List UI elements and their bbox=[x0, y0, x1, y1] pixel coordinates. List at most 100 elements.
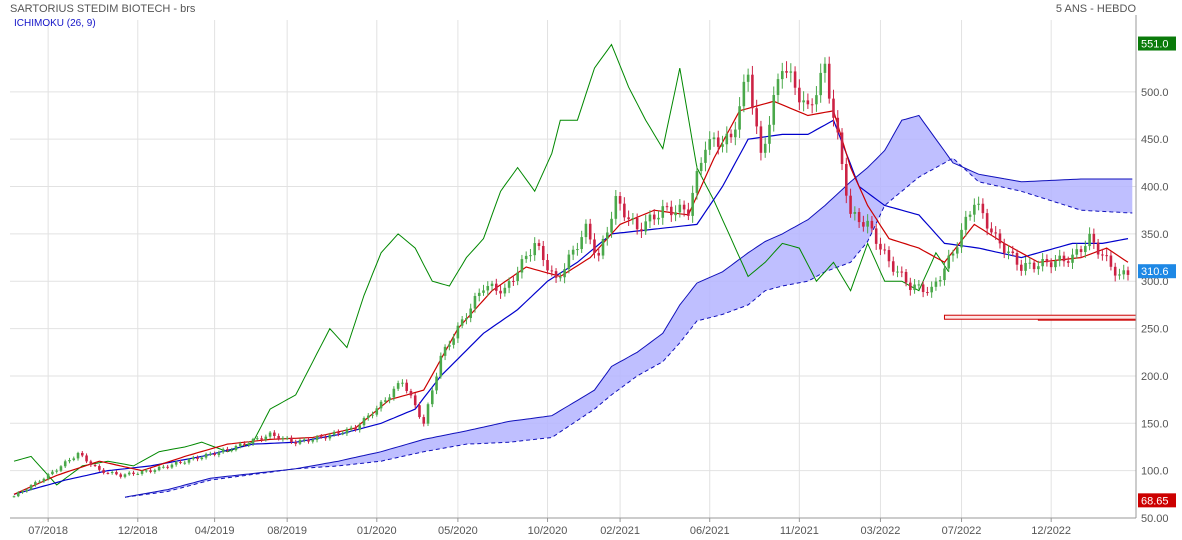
candle-body bbox=[1062, 255, 1066, 262]
candle bbox=[857, 208, 861, 228]
candle-body bbox=[230, 450, 233, 452]
candle-body bbox=[849, 195, 852, 214]
candle bbox=[1096, 238, 1100, 259]
candle-body bbox=[12, 496, 16, 498]
candle-body bbox=[426, 404, 430, 424]
candle-body bbox=[217, 452, 221, 455]
candle-body bbox=[337, 431, 340, 434]
candle bbox=[1101, 248, 1104, 261]
candle-body bbox=[243, 443, 246, 445]
candle bbox=[1015, 249, 1019, 271]
candle bbox=[802, 91, 805, 112]
candle-body bbox=[580, 237, 583, 250]
candle-body bbox=[209, 453, 212, 455]
candle-body bbox=[537, 243, 541, 246]
candle bbox=[226, 446, 229, 453]
candle-body bbox=[315, 436, 319, 440]
candle bbox=[580, 230, 583, 253]
candle-body bbox=[947, 255, 951, 269]
candle bbox=[576, 242, 579, 256]
candle-body bbox=[610, 218, 613, 233]
candle bbox=[247, 441, 251, 448]
candle-body bbox=[153, 470, 157, 472]
y-tick-label: 250.0 bbox=[1141, 324, 1169, 336]
candle-body bbox=[990, 228, 993, 233]
candle-body bbox=[1011, 251, 1015, 254]
candle bbox=[217, 450, 221, 458]
candle-body bbox=[563, 269, 566, 278]
candle bbox=[879, 237, 882, 256]
candle bbox=[670, 200, 673, 222]
chikou-span-line bbox=[13, 43, 950, 486]
candle bbox=[1126, 266, 1130, 281]
candle bbox=[588, 218, 592, 245]
candle bbox=[819, 63, 822, 103]
support-zones bbox=[943, 314, 1137, 321]
candle-body bbox=[251, 439, 255, 444]
candle-body bbox=[827, 63, 831, 99]
candle bbox=[618, 191, 622, 211]
max-price-tag-bg bbox=[1138, 36, 1176, 51]
candle bbox=[793, 66, 797, 96]
candle-body bbox=[51, 471, 54, 475]
candle bbox=[63, 459, 67, 469]
candle-body bbox=[900, 271, 904, 273]
x-tick-label: 07/2018 bbox=[28, 525, 68, 537]
candle bbox=[1088, 227, 1091, 251]
candle bbox=[896, 265, 899, 278]
candle-body bbox=[1054, 260, 1057, 268]
candle bbox=[401, 379, 404, 387]
candle-body bbox=[136, 473, 140, 475]
candle bbox=[862, 215, 865, 232]
candle bbox=[337, 429, 340, 437]
candle bbox=[695, 165, 699, 200]
candle-body bbox=[422, 417, 426, 424]
candle-body bbox=[985, 213, 989, 229]
candle bbox=[716, 130, 720, 155]
candle bbox=[110, 470, 114, 475]
candle bbox=[909, 277, 912, 296]
candle-body bbox=[375, 408, 379, 415]
candle bbox=[900, 266, 904, 278]
candle bbox=[951, 249, 955, 262]
last-price-tag: 310.6 bbox=[1138, 264, 1176, 279]
candle-body bbox=[798, 87, 801, 103]
candle-body bbox=[238, 443, 242, 446]
candle-body bbox=[247, 443, 251, 445]
candle-body bbox=[640, 229, 643, 232]
candle-body bbox=[405, 382, 408, 391]
candle bbox=[904, 269, 908, 287]
candle bbox=[623, 197, 626, 222]
candle-body bbox=[1118, 274, 1121, 276]
candle bbox=[1007, 245, 1010, 260]
candle bbox=[315, 434, 319, 443]
candle-body bbox=[170, 464, 174, 468]
candle-body bbox=[951, 253, 955, 256]
candle-body bbox=[81, 452, 84, 456]
candle-body bbox=[132, 472, 135, 475]
candle bbox=[196, 455, 199, 462]
candle bbox=[610, 211, 613, 238]
candle-body bbox=[119, 474, 122, 477]
candle bbox=[281, 436, 285, 442]
candle-body bbox=[358, 425, 362, 430]
candle bbox=[358, 422, 362, 433]
y-tick-label: 500.0 bbox=[1141, 87, 1169, 99]
candle-body bbox=[1020, 264, 1023, 271]
candle bbox=[1066, 256, 1070, 267]
candle-body bbox=[593, 239, 596, 253]
candle bbox=[140, 469, 144, 476]
candle-body bbox=[631, 218, 635, 220]
candle-body bbox=[913, 284, 916, 291]
candle-body bbox=[1079, 249, 1083, 253]
candle bbox=[507, 277, 511, 294]
candle bbox=[119, 472, 122, 479]
candle bbox=[413, 392, 417, 409]
candle bbox=[1075, 243, 1079, 259]
candle bbox=[341, 430, 344, 436]
candle bbox=[268, 430, 272, 439]
candle bbox=[16, 491, 20, 498]
candle-body bbox=[507, 280, 511, 288]
candle bbox=[149, 468, 152, 474]
candle-body bbox=[541, 245, 545, 261]
